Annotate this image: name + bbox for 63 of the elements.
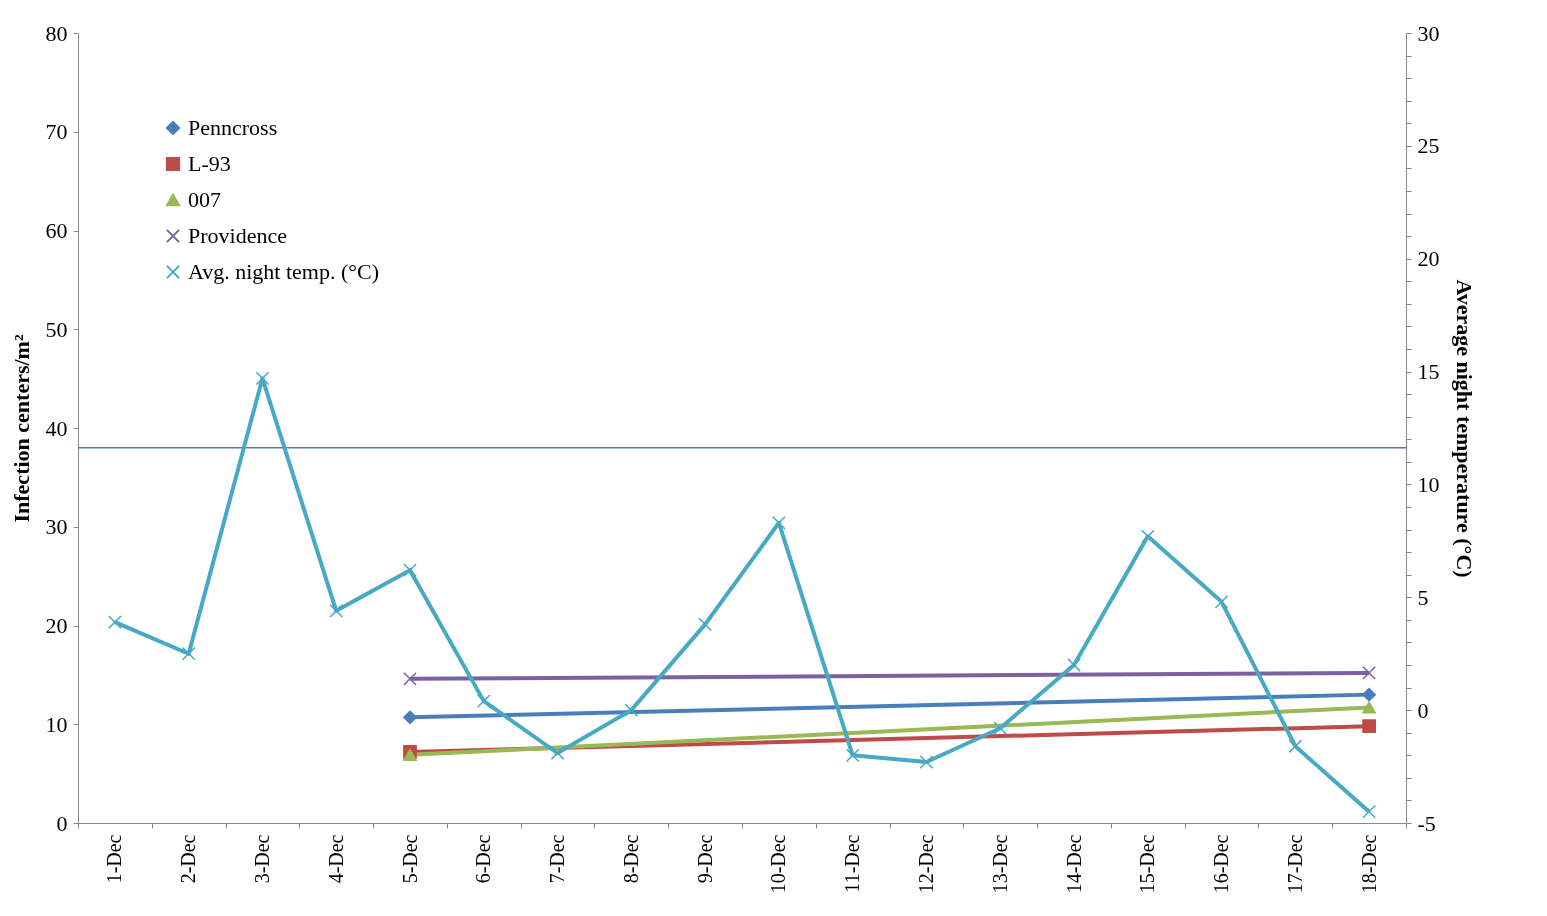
- point: [403, 671, 417, 686]
- x-tick-label: 15-Dec: [1136, 834, 1159, 894]
- x-tick-label: 1-Dec: [103, 834, 126, 884]
- y2-tick-label: -5: [1417, 810, 1436, 836]
- x-tick-label: 3-Dec: [250, 834, 273, 884]
- y-tick-label: 50: [45, 316, 68, 342]
- y2-tick-label: 15: [1417, 359, 1440, 385]
- x-tick-label: 16-Dec: [1210, 834, 1233, 894]
- point: [108, 615, 122, 629]
- legend-label: Penncross: [188, 115, 278, 140]
- point: [1140, 529, 1155, 544]
- x-tick-label: 11-Dec: [841, 834, 864, 893]
- x-tick-label: 17-Dec: [1283, 834, 1306, 894]
- y2-tick-label: 20: [1417, 246, 1440, 272]
- point: [255, 371, 270, 386]
- point: [403, 563, 417, 578]
- y-tick-label: 80: [45, 20, 68, 46]
- y-tick-label: 70: [45, 119, 68, 145]
- point: [476, 694, 491, 708]
- point: [403, 710, 417, 725]
- point: [993, 721, 1008, 736]
- y2-tick-label: 10: [1417, 471, 1440, 497]
- y2-axis-title: Average night temperature (°C): [1451, 279, 1477, 578]
- x-tick-label: 2-Dec: [177, 834, 200, 884]
- x-tick-label: 13-Dec: [988, 834, 1011, 894]
- y-tick-label: 10: [45, 711, 68, 737]
- point: [1288, 739, 1303, 754]
- x-tick-label: 4-Dec: [324, 834, 347, 884]
- point: [1362, 687, 1376, 702]
- y-tick-label: 40: [45, 415, 68, 441]
- x-tick-label: 10-Dec: [767, 834, 790, 894]
- point: [181, 646, 196, 661]
- y-tick-label: 20: [45, 613, 68, 638]
- y-tick-label: 60: [45, 218, 68, 243]
- legend-label: 007: [188, 187, 221, 212]
- y2-tick-label: 25: [1417, 133, 1440, 159]
- y-tick-label: 0: [56, 810, 68, 836]
- point: [1362, 804, 1376, 819]
- x-tick-label: 12-Dec: [914, 834, 937, 894]
- point: [919, 755, 934, 769]
- point: [772, 515, 786, 530]
- y2-tick-label: 30: [1417, 20, 1440, 46]
- point: [329, 603, 344, 618]
- y-axis-title: Infection centers/m²: [8, 334, 34, 523]
- point: [1362, 666, 1376, 680]
- x-tick-label: 6-Dec: [472, 834, 495, 884]
- point: [550, 746, 565, 760]
- point: [845, 748, 860, 763]
- y2-tick-label: 5: [1417, 584, 1429, 610]
- x-tick-label: 8-Dec: [619, 834, 642, 884]
- point: [698, 617, 712, 632]
- legend-label: Providence: [188, 223, 287, 248]
- point: [1214, 594, 1229, 609]
- x-tick-label: 5-Dec: [398, 834, 421, 884]
- point: [1362, 719, 1376, 734]
- legend-label: Avg. night temp. (°C): [188, 259, 380, 284]
- x-tick-label: 7-Dec: [546, 834, 569, 884]
- x-tick-label: 18-Dec: [1357, 834, 1380, 894]
- y2-tick-label: 0: [1417, 697, 1429, 723]
- legend-label: L-93: [188, 151, 231, 176]
- x-tick-label: 14-Dec: [1062, 834, 1085, 894]
- x-tick-label: 9-Dec: [693, 834, 716, 884]
- y-tick-label: 30: [45, 514, 68, 540]
